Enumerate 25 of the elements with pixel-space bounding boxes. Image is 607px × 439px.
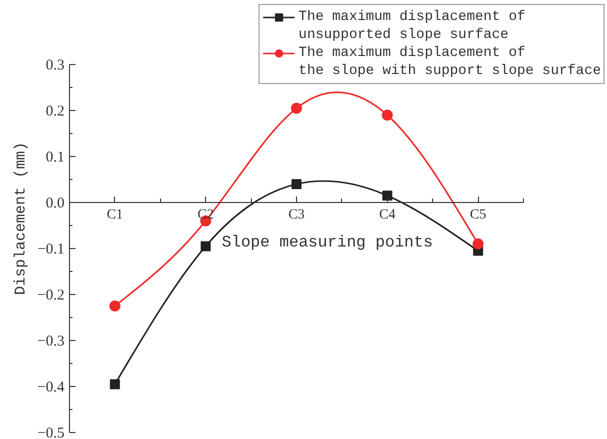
y-tick-label: −0.5	[37, 426, 65, 439]
point	[382, 110, 393, 121]
point	[382, 190, 392, 201]
point	[110, 379, 120, 390]
x-axis-title: Slope measuring points	[222, 234, 433, 252]
legend-label: The maximum displacement of the slope with support slope surface	[298, 44, 601, 80]
y-tick-label: 0.0	[46, 196, 64, 212]
x-tick-label: C4	[379, 208, 396, 222]
point	[472, 238, 484, 250]
y-tick-label: −0.4	[37, 380, 65, 396]
y-tick-label: 0.1	[46, 150, 64, 166]
point	[200, 241, 211, 252]
x-tick-label: C5	[470, 208, 486, 222]
point	[109, 300, 120, 312]
point	[292, 179, 302, 190]
legend-label: The maximum displacement of unsupported slope surface	[298, 8, 526, 44]
point	[291, 102, 302, 114]
y-tick-label: −0.3	[37, 334, 65, 350]
x-tick-label: C1	[106, 208, 124, 222]
y-tick-label: 0.3	[46, 58, 64, 74]
y-tick-label: −0.1	[37, 242, 65, 258]
y-tick-label: −0.2	[37, 288, 65, 304]
x-tick-label: C3	[288, 208, 305, 222]
y-axis-title: Displacement (mm)	[12, 142, 30, 296]
y-tick-label: 0.2	[46, 104, 64, 120]
